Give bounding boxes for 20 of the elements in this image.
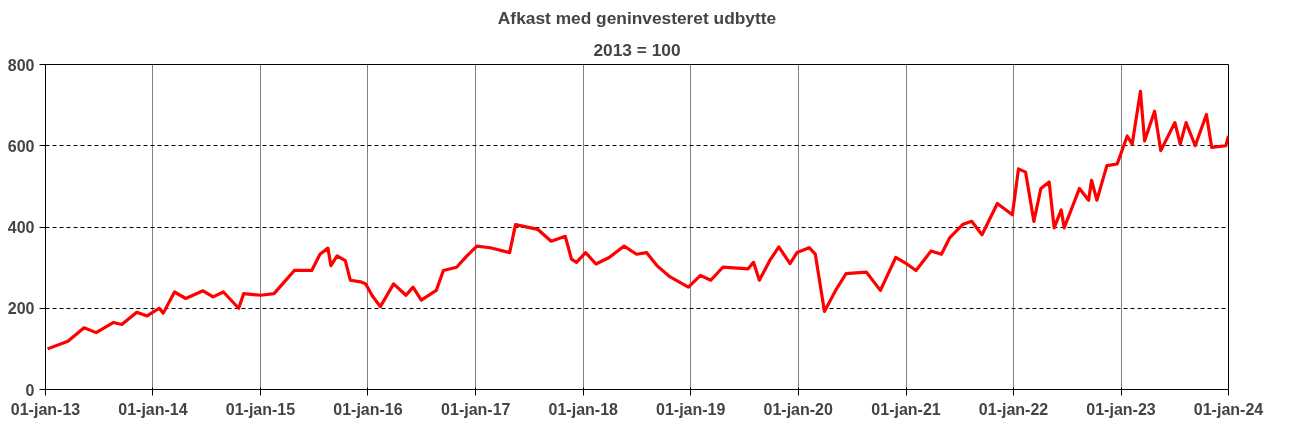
x-tick-label: 01-jan-19 xyxy=(656,400,726,418)
x-tick-label: 01-jan-21 xyxy=(871,400,941,418)
line-series xyxy=(45,89,1229,351)
x-tick-label: 01-jan-15 xyxy=(225,400,296,418)
y-tick-label: 400 xyxy=(7,219,35,236)
x-tick-label: 01-jan-24 xyxy=(1193,400,1264,418)
x-tick-label: 01-jan-23 xyxy=(1086,400,1156,418)
x-tick-label: 01-jan-16 xyxy=(333,400,403,418)
chart-title: Afkast med geninvesteret udbytte xyxy=(497,7,777,28)
x-tick-label: 01-jan-13 xyxy=(10,400,81,418)
chart-subtitle: 2013 = 100 xyxy=(593,39,681,60)
y-tick-label: 600 xyxy=(7,137,35,155)
y-tick-label: 0 xyxy=(25,381,35,399)
x-tick-label: 01-jan-22 xyxy=(978,400,1049,418)
x-tick-label: 01-jan-17 xyxy=(441,400,511,418)
x-tick-label: 01-jan-18 xyxy=(548,400,619,418)
y-tick-label: 800 xyxy=(7,56,35,74)
x-tick-label: 01-jan-14 xyxy=(118,400,188,418)
y-tick-label: 200 xyxy=(7,300,35,318)
x-tick-label: 01-jan-20 xyxy=(763,400,834,418)
